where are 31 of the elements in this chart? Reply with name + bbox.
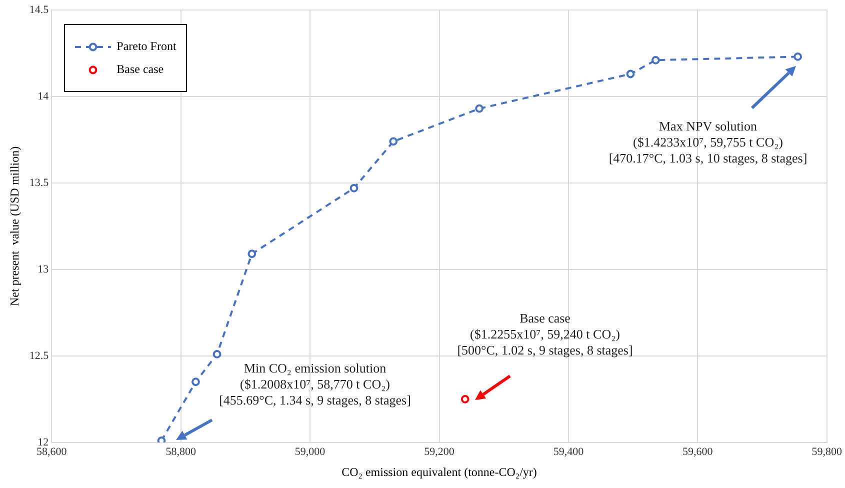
x-axis-title: CO₂ emission equivalent (tonne-CO₂/yr) — [342, 464, 537, 479]
point — [350, 184, 358, 192]
y-tick-label: 14 — [38, 90, 50, 102]
point — [794, 52, 802, 61]
point — [389, 137, 398, 146]
x-tick-label: 59,200 — [424, 446, 455, 458]
legend-label: Base case — [116, 62, 164, 77]
point — [475, 104, 484, 113]
y-tick-label: 13 — [38, 263, 50, 276]
point — [248, 250, 256, 258]
point — [192, 378, 200, 386]
point — [212, 350, 222, 358]
y-tick-label: 13.5 — [29, 176, 50, 189]
annotation: Base case ($1.2255x10⁷, 59,240 t CO₂) [500°C, 1.02 s, 9 stages, 8 stages] — [457, 310, 633, 358]
point — [157, 436, 166, 442]
x-tick-label: 59,600 — [682, 446, 714, 458]
annotation: Max NPV solution ($1.4233x10⁷, 59,755 t CO₂) [470.17°C, 1.03 s, 10 stages, 8 stages] — [608, 118, 808, 166]
x-tick-label: 59,400 — [553, 446, 584, 458]
y-tick-label: 14.5 — [29, 4, 50, 16]
legend-label: Pareto Front — [116, 39, 176, 54]
y-tick-label: 12 — [38, 436, 49, 448]
x-tick-label: 58,800 — [166, 446, 196, 458]
y-axis-title: Net present value (USD million) — [7, 146, 22, 306]
x-tick-label: 58,600 — [36, 446, 68, 458]
point — [651, 56, 660, 64]
point — [626, 70, 635, 78]
annotation: Min CO₂ emission solution ($1.2008x10⁷, 58,770 t CO₂) [455.69°C, 1.34 s, 9 stages, 8 stages] — [219, 360, 411, 408]
x-tick-label: 59,000 — [294, 446, 326, 458]
point — [460, 394, 470, 404]
x-tick-label: 59,800 — [812, 446, 842, 458]
y-tick-label: 12.5 — [29, 350, 50, 362]
